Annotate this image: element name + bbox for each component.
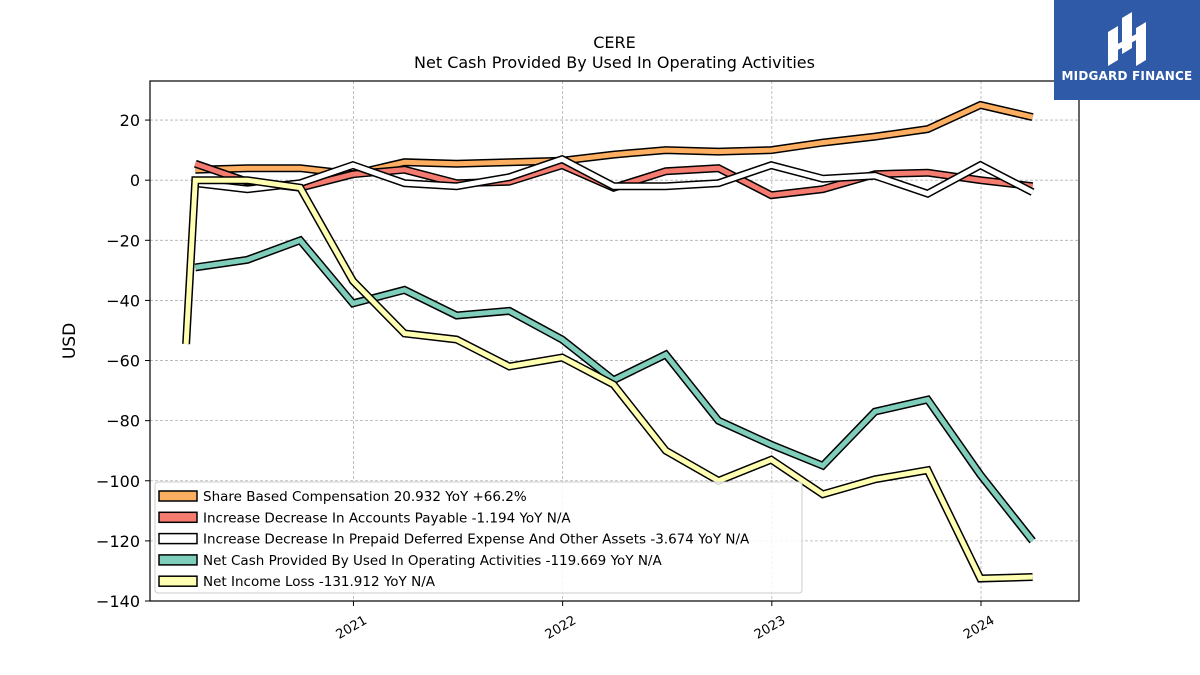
series-line-1 <box>195 100 1034 179</box>
plot-frame <box>149 80 1080 602</box>
chart-subtitle: Net Cash Provided By Used In Operating A… <box>414 53 815 72</box>
legend-label: Net Cash Provided By Used In Operating A… <box>203 553 662 569</box>
legend-label: Share Based Compensation 20.932 YoY +66.… <box>203 489 527 505</box>
series-line-5 <box>182 176 1033 583</box>
legend-box <box>154 481 803 594</box>
y-tick-label: −80 <box>106 412 140 431</box>
x-tick-label: 2021 <box>334 613 370 643</box>
y-tick-label: −20 <box>106 231 140 250</box>
y-axis: 20 0 −20 −40 −60 −80 −100 −120 −140 <box>96 111 150 611</box>
x-axis: 2021 2022 2023 2024 <box>334 601 997 643</box>
series-line-3 <box>194 154 1035 199</box>
legend-swatch <box>158 511 198 524</box>
series-layer <box>182 100 1036 583</box>
legend-swatch <box>158 532 198 545</box>
brand-logo: MIDGARD FINANCE <box>1054 0 1200 100</box>
brand-mark-icon <box>1108 12 1146 66</box>
y-tick-label: −120 <box>96 532 140 551</box>
y-tick-label: −40 <box>106 291 140 310</box>
legend-label: Net Income Loss -131.912 YoY N/A <box>203 574 436 590</box>
legend-swatch <box>158 575 198 587</box>
y-tick-label: −140 <box>96 592 140 611</box>
y-axis-label: USD <box>60 323 80 359</box>
brand-name: MIDGARD FINANCE <box>1061 69 1193 83</box>
y-tick-label: −100 <box>96 472 140 491</box>
legend-label: Increase Decrease In Accounts Payable -1… <box>203 510 571 526</box>
x-tick-label: 2022 <box>543 613 579 643</box>
series-path <box>195 156 1034 197</box>
legend-swatch <box>158 490 198 502</box>
x-tick-label: 2023 <box>752 613 788 643</box>
y-tick-label: 0 <box>130 171 140 190</box>
legend-label: Increase Decrease In Prepaid Deferred Ex… <box>203 532 750 548</box>
legend: Share Based Compensation 20.932 YoY +66.… <box>154 481 803 594</box>
series-path <box>183 177 1033 582</box>
y-tick-label: 20 <box>120 111 140 130</box>
y-tick-label: −60 <box>106 352 140 371</box>
chart-title: CERE <box>593 33 636 52</box>
x-tick-label: 2024 <box>961 613 997 643</box>
legend-swatch <box>158 554 198 566</box>
series-outline <box>195 100 1034 179</box>
series-path <box>195 102 1034 177</box>
